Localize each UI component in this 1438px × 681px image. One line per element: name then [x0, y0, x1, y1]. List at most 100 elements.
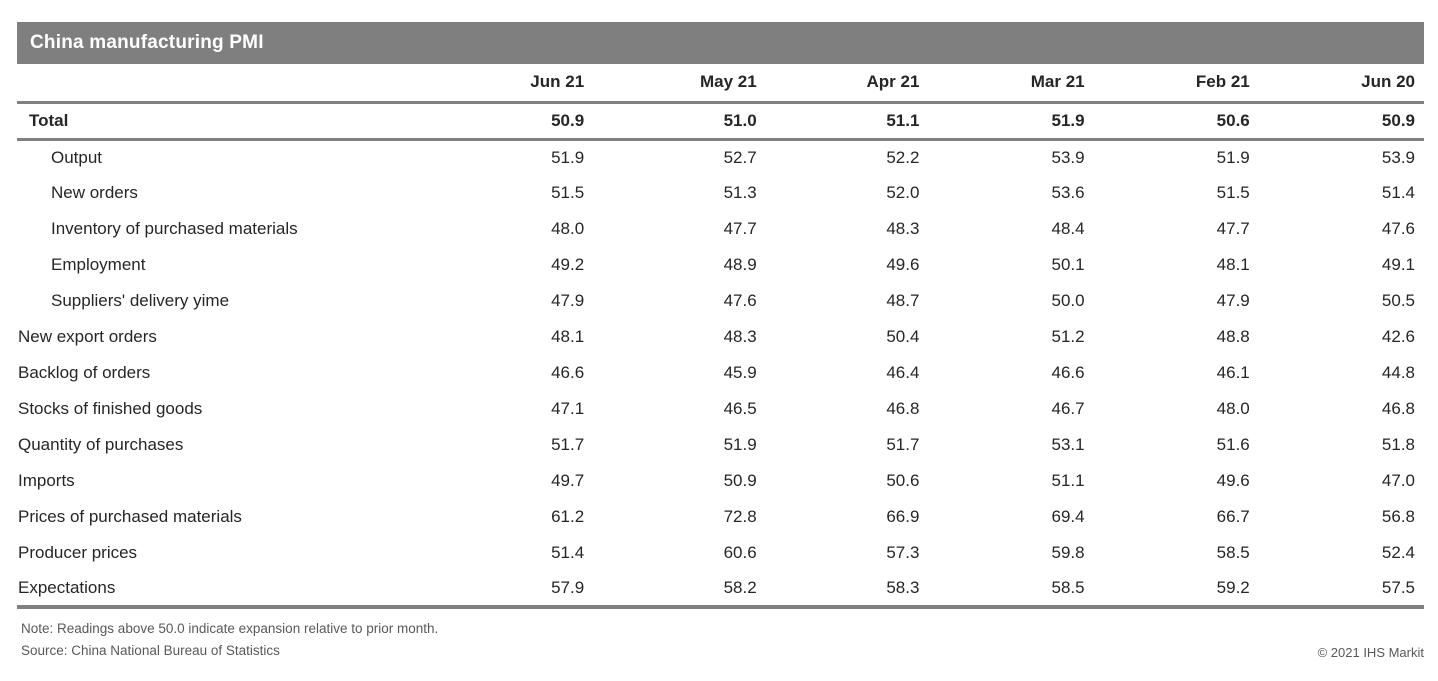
cell-value: 48.4 — [1051, 219, 1085, 238]
note-text: Note: Readings above 50.0 indicate expan… — [21, 621, 439, 636]
row-label: Quantity of purchases — [18, 435, 184, 454]
cell-value: 46.7 — [1051, 399, 1085, 418]
cell-value: 47.7 — [1216, 219, 1250, 238]
column-header: Jun 20 — [1361, 72, 1415, 92]
cell-value: 72.8 — [723, 507, 757, 526]
cell-value: 50.9 — [723, 471, 757, 490]
cell-value: 49.7 — [551, 471, 585, 490]
cell-value: 58.3 — [886, 578, 920, 597]
table-title-bar: China manufacturing PMI — [17, 22, 1424, 64]
footer: Note: Readings above 50.0 indicate expan… — [17, 618, 1424, 662]
cell-value: 50.6 — [1216, 110, 1250, 130]
column-header: Feb 21 — [1195, 72, 1250, 92]
cell-value: 47.6 — [1381, 219, 1415, 238]
cell-value: 47.7 — [723, 219, 757, 238]
table-row: Suppliers' delivery yime 47.9 47.6 48.7 50.0… — [17, 283, 1424, 319]
cell-value: 46.4 — [886, 363, 920, 382]
cell-value: 58.2 — [723, 578, 757, 597]
table-row: Inventory of purchased materials 48.0 47.7… — [17, 211, 1424, 247]
cell-value: 60.6 — [723, 543, 757, 562]
cell-value: 48.1 — [1216, 255, 1250, 274]
pmi-table: Jun 21 May 21 Apr 21 Mar 21 Feb 21 Jun 20 Tot… — [17, 64, 1424, 609]
cell-value: 51.4 — [551, 543, 585, 562]
cell-value: 46.6 — [1051, 363, 1085, 382]
table-row: Total 50.9 51.0 51.1 51.9 50.6 50.9 — [17, 102, 1424, 139]
cell-value: 52.7 — [723, 147, 757, 167]
cell-value: 42.6 — [1381, 327, 1415, 346]
row-label: Imports — [18, 471, 75, 490]
cell-value: 51.1 — [1051, 471, 1085, 490]
cell-value: 51.7 — [886, 435, 920, 454]
row-label: Suppliers' delivery yime — [51, 291, 230, 310]
cell-value: 46.5 — [723, 399, 757, 418]
cell-value: 51.9 — [1051, 110, 1085, 130]
cell-value: 48.9 — [723, 255, 757, 274]
cell-value: 51.8 — [1381, 435, 1415, 454]
cell-value: 50.9 — [1381, 110, 1415, 130]
cell-value: 49.2 — [551, 255, 585, 274]
cell-value: 47.0 — [1381, 471, 1415, 490]
cell-value: 47.9 — [551, 291, 585, 310]
table-row: New orders 51.5 51.3 52.0 53.6 51.5 51.4 — [17, 175, 1424, 211]
cell-value: 57.5 — [1381, 578, 1415, 597]
table-row: Backlog of orders 46.6 45.9 46.4 46.6 46.1 44.… — [17, 355, 1424, 391]
cell-value: 50.5 — [1381, 291, 1415, 310]
table-row: Producer prices 51.4 60.6 57.3 59.8 58.5 52.4 — [17, 535, 1424, 571]
cell-value: 51.7 — [551, 435, 585, 454]
row-label: Stocks of finished goods — [18, 399, 203, 418]
cell-value: 57.9 — [551, 578, 585, 597]
cell-value: 44.8 — [1381, 363, 1415, 382]
cell-value: 48.0 — [1216, 399, 1250, 418]
cell-value: 51.9 — [723, 435, 757, 454]
row-label: Employment — [51, 255, 146, 274]
row-label-header — [17, 64, 428, 102]
cell-value: 48.0 — [551, 219, 585, 238]
table-row: Expectations 57.9 58.2 58.3 58.5 59.2 57.5 — [17, 571, 1424, 607]
table-row: Imports 49.7 50.9 50.6 51.1 49.6 47.0 — [17, 463, 1424, 499]
row-label: Output — [51, 147, 103, 167]
cell-value: 53.9 — [1051, 147, 1085, 167]
cell-value: 48.3 — [886, 219, 920, 238]
row-label: Producer prices — [18, 543, 138, 562]
table-title: China manufacturing PMI — [30, 32, 264, 53]
cell-value: 48.3 — [723, 327, 757, 346]
cell-value: 69.4 — [1051, 507, 1085, 526]
cell-value: 57.3 — [886, 543, 920, 562]
row-label: New export orders — [18, 327, 157, 346]
row-label: Expectations — [18, 578, 116, 597]
cell-value: 49.6 — [886, 255, 920, 274]
table-body: Total 50.9 51.0 51.1 51.9 50.6 50.9 Output 51.9 5… — [17, 102, 1424, 607]
cell-value: 52.2 — [886, 147, 920, 167]
table-head: Jun 21 May 21 Apr 21 Mar 21 Feb 21 Jun 20 — [17, 64, 1424, 102]
cell-value: 53.9 — [1381, 147, 1415, 167]
column-header: May 21 — [699, 72, 757, 92]
cell-value: 51.6 — [1216, 435, 1250, 454]
cell-value: 51.2 — [1051, 327, 1085, 346]
source-text: Source: China National Bureau of Statist… — [21, 643, 280, 658]
cell-value: 49.6 — [1216, 471, 1250, 490]
cell-value: 51.3 — [723, 183, 757, 202]
cell-value: 51.5 — [1216, 183, 1250, 202]
column-header: Apr 21 — [866, 72, 920, 92]
cell-value: 48.8 — [1216, 327, 1250, 346]
footnotes: Note: Readings above 50.0 indicate expan… — [17, 618, 438, 662]
cell-value: 49.1 — [1381, 255, 1415, 274]
column-header-row: Jun 21 May 21 Apr 21 Mar 21 Feb 21 Jun 20 — [17, 64, 1424, 102]
cell-value: 45.9 — [723, 363, 757, 382]
cell-value: 53.6 — [1051, 183, 1085, 202]
cell-value: 51.1 — [886, 110, 920, 130]
table-row: Quantity of purchases 51.7 51.9 51.7 53.1 51.… — [17, 427, 1424, 463]
cell-value: 53.1 — [1051, 435, 1085, 454]
cell-value: 66.9 — [886, 507, 920, 526]
cell-value: 50.4 — [886, 327, 920, 346]
copyright-text: © 2021 IHS Markit — [1317, 645, 1424, 660]
column-header: Jun 21 — [530, 72, 585, 92]
cell-value: 48.1 — [551, 327, 585, 346]
cell-value: 50.9 — [551, 110, 585, 130]
cell-value: 52.0 — [886, 183, 920, 202]
cell-value: 51.9 — [1216, 147, 1250, 167]
table-row: Employment 49.2 48.9 49.6 50.1 48.1 49.1 — [17, 247, 1424, 283]
cell-value: 46.8 — [1381, 399, 1415, 418]
cell-value: 46.6 — [551, 363, 585, 382]
column-header: Mar 21 — [1030, 72, 1085, 92]
